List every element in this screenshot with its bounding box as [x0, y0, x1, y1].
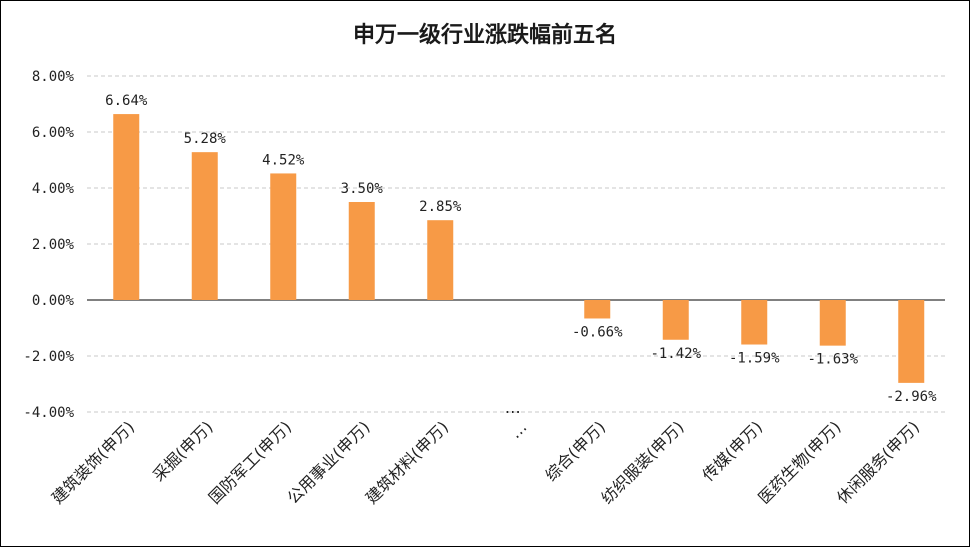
x-tick-label: 纺织服装(申万)	[597, 417, 687, 507]
x-tick-label: 建筑装饰(申万)	[48, 417, 138, 507]
x-tick-label: 传媒(申万)	[699, 417, 767, 485]
x-axis: 建筑装饰(申万) 采掘(申万)国防军工(申万)公用事业(申万)建筑材料(申万) … 综…	[48, 417, 923, 507]
bar	[584, 300, 611, 319]
bar	[427, 220, 454, 300]
x-tick-label: 公用事业(申万)	[283, 417, 373, 507]
bar	[898, 300, 925, 383]
data-label: 6.64%	[105, 93, 148, 109]
y-tick-label: 0.00%	[32, 293, 75, 309]
bar	[191, 152, 218, 300]
x-tick-label: 建筑材料(申万)	[362, 417, 452, 507]
bar	[662, 300, 689, 340]
bar	[113, 114, 140, 300]
bar	[819, 300, 846, 346]
x-tick-label: 综合(申万)	[542, 417, 610, 485]
x-tick-label: 国防军工(申万)	[205, 417, 295, 507]
bar	[741, 300, 768, 345]
data-label: -1.42%	[650, 346, 701, 362]
x-tick-label: 休闲服务(申万)	[833, 417, 923, 507]
bar	[348, 202, 375, 300]
x-tick-label: 采掘(申万)	[149, 417, 217, 485]
data-label: -1.59%	[729, 351, 780, 367]
data-label: 2.85%	[419, 199, 462, 215]
gap-marker: …	[505, 398, 521, 417]
data-label: 4.52%	[262, 152, 305, 168]
grid-layer	[87, 75, 945, 413]
y-tick-label: 4.00%	[32, 181, 75, 197]
y-tick-label: 6.00%	[32, 125, 75, 141]
data-label-layer: 6.64% 5.28% 4.52% 3.50% 2.85% … -0.66% -1.42% -1…	[105, 93, 937, 417]
y-tick-label: -2.00%	[23, 349, 74, 365]
data-label: 5.28%	[184, 131, 227, 147]
y-tick-label: 8.00%	[32, 69, 75, 85]
bar	[270, 173, 297, 300]
y-tick-label: 2.00%	[32, 237, 75, 253]
data-label: -2.96%	[886, 389, 937, 405]
data-label: -1.63%	[807, 352, 858, 368]
y-tick-label: -4.00%	[23, 405, 74, 421]
bar-layer	[113, 114, 925, 383]
data-label: -0.66%	[572, 324, 623, 340]
x-tick-label: 医药生物(申万)	[754, 417, 844, 507]
chart-title: 申万一级行业涨跌幅前五名	[353, 22, 617, 48]
data-label: 3.50%	[341, 181, 384, 197]
x-tick-label: …	[506, 417, 531, 442]
y-axis: -4.00% -2.00% 0.00% 2.00% 4.00% 6.00% 8.00%	[23, 69, 74, 421]
